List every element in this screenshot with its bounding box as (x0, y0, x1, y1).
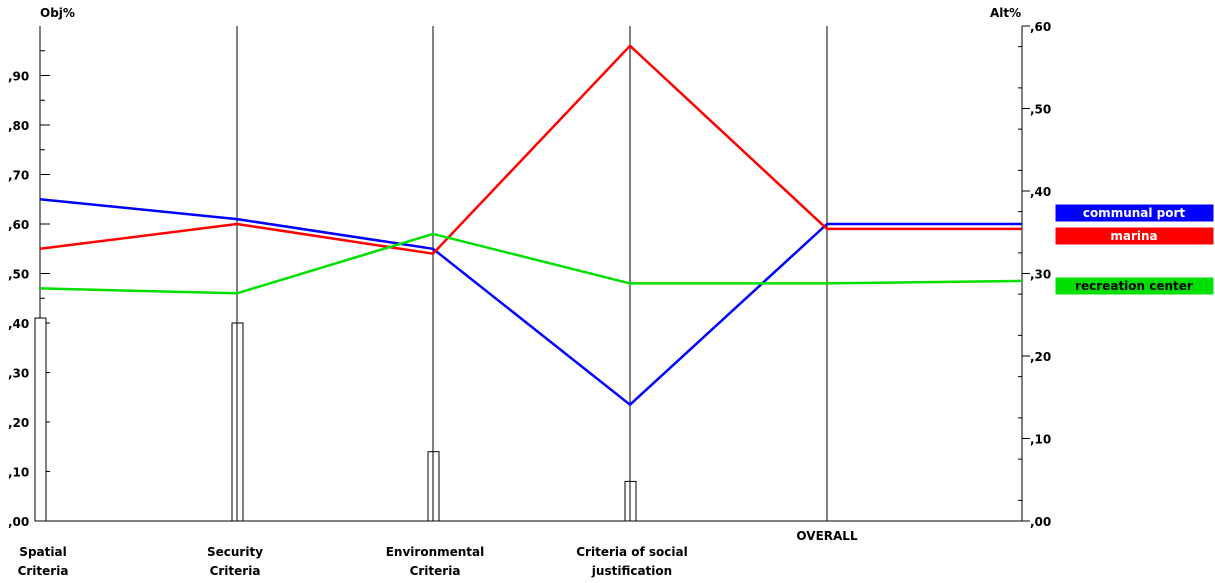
left-tick-label: ,60 (8, 218, 29, 232)
legend-label: recreation center (1075, 279, 1193, 293)
left-tick-label: ,70 (8, 169, 29, 183)
legend-swatch (1054, 226, 1215, 246)
criteria-lines (236, 26, 828, 521)
series-lines (39, 44, 1023, 406)
legend-swatch (1054, 203, 1215, 223)
left-tick-label: ,10 (8, 466, 29, 480)
criterion-label: Criteria (18, 564, 69, 578)
criterion-label: Criteria (410, 564, 461, 578)
right-tick-label: ,00 (1030, 515, 1051, 529)
series-line-communal-port (39, 198, 1022, 406)
plot-frame (39, 26, 1023, 522)
left-tick-label: ,40 (8, 317, 29, 331)
legend-label: marina (1110, 229, 1157, 243)
criterion-label: Criteria of social (576, 545, 688, 559)
right-tick-label: ,20 (1030, 350, 1051, 364)
legend: communal port marina recreation center (1054, 203, 1215, 296)
series-line-recreation-center (39, 232, 1023, 295)
criterion-label: Spatial (19, 545, 66, 559)
right-axis: Alt% ,00 ,10 ,20 ,30 ,40 ,50 ,60 (990, 6, 1051, 529)
left-tick-label: ,80 (8, 119, 29, 133)
left-axis: Obj% ,00 ,10 ,20 ,30 ,40 ,50 ,60 ,70 ,80 ,90 (8, 6, 75, 529)
right-tick-label: ,30 (1030, 268, 1051, 282)
right-tick-label: ,10 (1030, 433, 1051, 447)
criterion-label: Environmental (386, 545, 485, 559)
series-line-marina (39, 44, 1022, 255)
left-tick-label: ,00 (8, 515, 29, 529)
legend-label: communal port (1083, 206, 1186, 220)
right-axis-title: Alt% (990, 6, 1021, 20)
right-tick-label: ,60 (1030, 20, 1051, 34)
criterion-label: OVERALL (796, 529, 858, 543)
criteria-labels: Spatial Criteria Security Criteria Environme… (18, 529, 858, 578)
criterion-label: Security (207, 545, 263, 559)
left-axis-title: Obj% (40, 6, 75, 20)
left-tick-label: ,50 (8, 268, 29, 282)
left-tick-label: ,90 (8, 70, 29, 84)
criterion-label: justification (591, 564, 672, 578)
left-tick-label: ,30 (8, 367, 29, 381)
left-tick-label: ,20 (8, 416, 29, 430)
criteria-weight-bars (34, 317, 637, 522)
criterion-label: Criteria (210, 564, 261, 578)
right-tick-label: ,50 (1030, 103, 1051, 117)
legend-swatch (1054, 276, 1215, 296)
criterion-weight-bar (34, 317, 47, 522)
right-tick-label: ,40 (1030, 185, 1051, 199)
